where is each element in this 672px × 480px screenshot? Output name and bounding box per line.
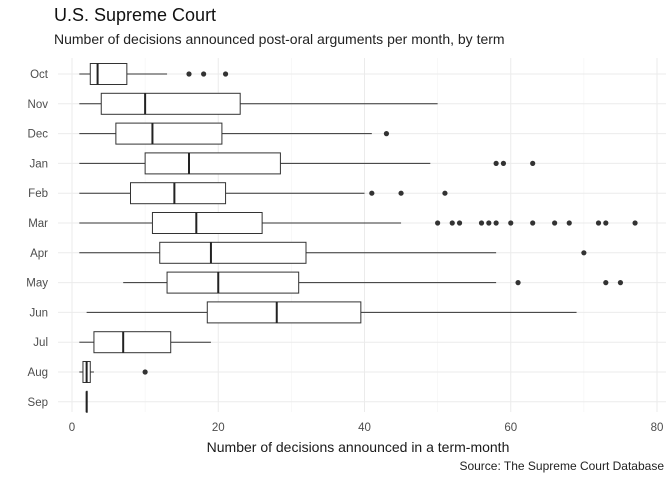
outlier-point [369,190,375,196]
y-tick-label: Oct [30,69,49,81]
y-tick-label: May [26,278,48,290]
y-tick-label: Jun [29,307,48,319]
y-tick-label: Aug [28,367,48,379]
iqr-box [206,301,362,324]
outlier-point [500,160,507,166]
outlier-point [493,220,499,226]
iqr-box [100,92,241,115]
y-tick-label: Sep [28,397,48,409]
iqr-box [144,152,281,175]
outlier-point [617,280,624,286]
outlier-point [552,220,558,226]
outlier-point [566,220,572,226]
x-axis-tick-labels: 0 20 40 60 80 [69,422,664,434]
box-feb [79,182,448,205]
box-dec [79,122,390,145]
outlier-point [442,190,448,196]
outlier-point [493,160,499,166]
box-may [123,271,624,294]
x-tick-label: 20 [212,422,225,434]
x-tick-label: 0 [69,422,75,434]
box-nov [79,92,438,115]
box-mar [79,212,638,234]
box-oct [79,63,229,85]
box-jul [79,331,211,354]
y-tick-label: Mar [28,218,48,230]
y-tick-label: Apr [30,248,48,260]
outlier-point [478,220,485,226]
iqr-box [115,122,223,145]
outlier-point [508,220,514,226]
box-jun [86,301,577,324]
outlier-point [632,220,638,226]
y-tick-label: Feb [28,188,48,200]
outlier-point [222,71,229,77]
outlier-point [581,250,587,256]
outlier-point [435,220,441,226]
chart-title: U.S. Supreme Court [54,5,217,25]
boxplot-series [79,63,638,413]
outlier-point [383,131,390,137]
outlier-point [486,220,492,226]
outlier-point [603,280,609,286]
y-tick-label: Jan [29,158,48,170]
outlier-point [530,160,536,166]
y-tick-label: Dec [28,129,49,141]
iqr-box [166,271,300,294]
y-axis-tick-labels: Oct Nov Dec Jan Feb Mar Apr May Jun Jul Aug Sep [26,69,49,409]
outlier-point [398,190,404,196]
outlier-point [603,220,609,226]
x-tick-label: 80 [651,422,664,434]
box-jan [79,152,536,175]
chart-subtitle: Number of decisions announced post-oral … [54,31,505,47]
box-sep [85,390,88,413]
outlier-point [595,220,602,226]
outlier-point [449,220,455,226]
x-tick-label: 60 [504,422,517,434]
iqr-box [130,182,227,205]
iqr-box [151,212,263,234]
iqr-box [159,241,307,264]
x-tick-label: 40 [358,422,371,434]
iqr-box [93,331,172,354]
box-apr [79,241,587,264]
source-caption: Source: The Supreme Court Database [459,459,664,473]
outlier-point [456,220,463,226]
y-tick-label: Nov [28,99,49,111]
x-axis-title: Number of decisions announced in a term-… [207,439,510,455]
outlier-point [186,71,192,77]
outlier-point [201,71,207,77]
y-tick-label: Jul [33,337,48,349]
outlier-point [515,280,521,286]
box-aug [79,361,148,383]
outlier-point [142,369,148,375]
outlier-point [530,220,536,226]
iqr-box [89,63,128,85]
